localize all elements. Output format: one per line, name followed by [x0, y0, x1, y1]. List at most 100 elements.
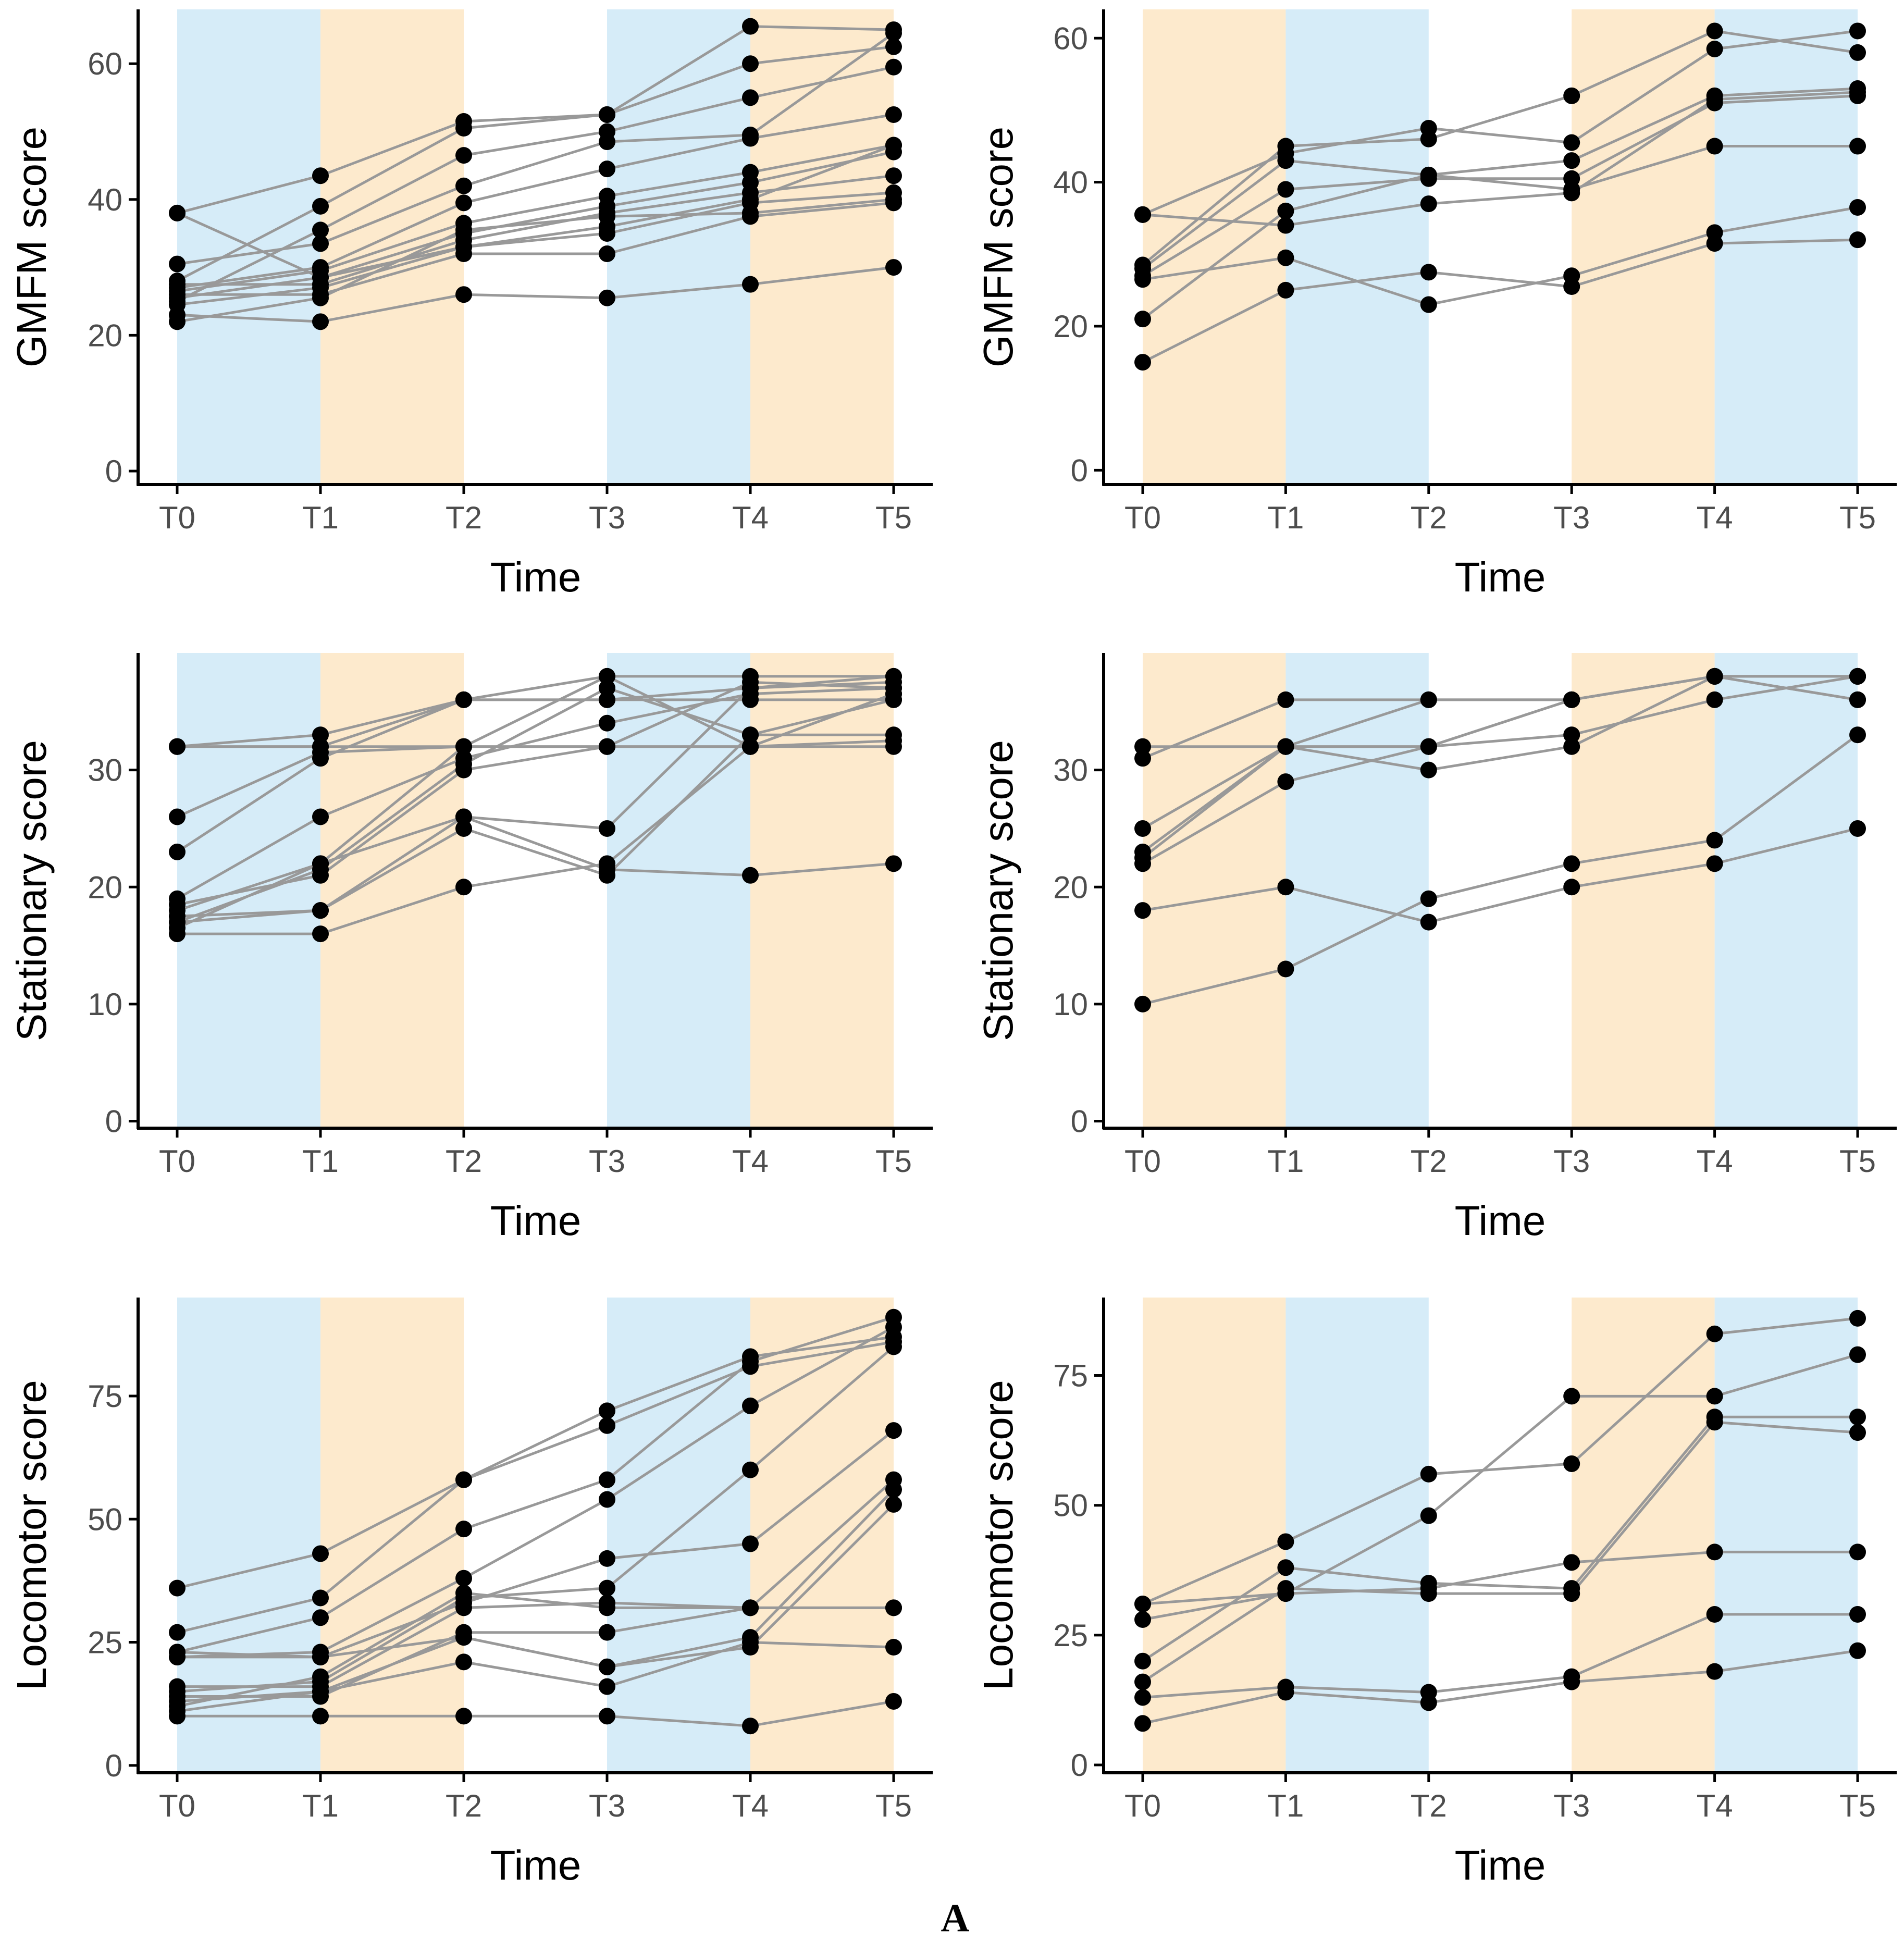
data-point — [455, 239, 472, 255]
data-point — [885, 855, 902, 872]
data-point — [599, 1550, 615, 1567]
phase-band-orange — [1143, 1298, 1286, 1773]
data-point — [1277, 1533, 1294, 1550]
y-tick-label: 50 — [88, 1502, 122, 1537]
y-axis-title: GMFM score — [975, 127, 1021, 367]
data-point — [742, 1599, 759, 1616]
data-point — [169, 1579, 186, 1597]
data-point — [1134, 1652, 1151, 1670]
data-point — [312, 808, 329, 825]
data-point — [169, 306, 186, 324]
data-point — [1277, 879, 1294, 896]
data-point — [312, 1545, 329, 1562]
data-point — [1420, 1507, 1437, 1524]
y-tick-label: 10 — [88, 987, 122, 1022]
data-point — [599, 245, 615, 263]
data-point — [455, 879, 472, 896]
data-point — [312, 167, 329, 184]
data-point — [885, 1318, 902, 1336]
data-point — [1706, 1325, 1723, 1342]
data-point — [1849, 820, 1866, 837]
chart-panel-gmfm-group-a: 0 20 40 60 T0 T1 T2 T3 T4 T5 Time GMFM score — [8, 9, 933, 600]
series-line-p13 — [177, 681, 894, 748]
data-point — [599, 1678, 615, 1695]
x-tick-label: T4 — [732, 500, 769, 535]
data-point — [169, 204, 186, 221]
series-line-p10 — [177, 201, 894, 296]
y-tick-label: 30 — [1053, 753, 1088, 788]
x-tick-label: T1 — [1267, 1144, 1304, 1179]
data-point — [169, 843, 186, 860]
data-point — [885, 38, 902, 55]
data-point — [599, 106, 615, 123]
data-point — [1134, 1611, 1151, 1628]
data-point — [1563, 87, 1580, 104]
data-point — [599, 218, 615, 235]
series-line-p2 — [176, 25, 894, 282]
data-point — [312, 902, 329, 919]
series-line-p5 — [176, 686, 894, 900]
data-point — [169, 1644, 186, 1661]
y-tick-label: 0 — [1071, 1748, 1088, 1783]
data-point — [1849, 1642, 1866, 1659]
data-point — [1849, 1424, 1866, 1441]
data-point — [742, 191, 759, 208]
series-line-p7 — [1142, 1649, 1858, 1725]
data-point — [742, 1535, 759, 1552]
y-tick-label: 0 — [1071, 453, 1088, 488]
data-point — [1849, 231, 1866, 249]
data-point — [312, 1683, 329, 1700]
series-line-p7 — [1142, 206, 1858, 306]
x-tick-label: T1 — [302, 1788, 339, 1823]
series-line-p11 — [176, 816, 894, 930]
data-point — [1134, 311, 1151, 328]
data-point — [885, 137, 902, 154]
data-point — [455, 691, 472, 708]
series-line-p11 — [177, 198, 894, 323]
data-point — [742, 18, 759, 35]
series-line-p13 — [177, 1503, 895, 1669]
data-point — [599, 133, 615, 151]
data-point — [455, 177, 472, 194]
data-point — [169, 896, 186, 913]
data-point — [742, 89, 759, 106]
series-line-p6 — [1142, 675, 1858, 859]
data-point — [312, 738, 329, 755]
data-point — [1563, 855, 1580, 872]
x-tick-label: T0 — [159, 500, 195, 535]
data-point — [1420, 264, 1437, 281]
data-point — [1277, 138, 1294, 155]
data-point — [1277, 773, 1294, 791]
series-line-p3 — [1142, 1415, 1858, 1662]
y-tick-label: 25 — [88, 1625, 122, 1660]
chart-panel-locomotor-group-a: 0 25 50 75 T0 T1 T2 T3 T4 T5 Time Locomotor score — [8, 1298, 933, 1888]
data-point — [599, 714, 615, 732]
data-point — [1277, 217, 1294, 234]
data-point — [1277, 152, 1294, 169]
data-point — [1420, 195, 1437, 213]
data-point — [742, 276, 759, 293]
data-point — [1563, 738, 1580, 755]
series-line-p4 — [1142, 1421, 1858, 1683]
data-point — [1277, 202, 1294, 219]
data-point — [742, 130, 759, 147]
phase-band-orange — [750, 9, 894, 485]
data-point — [1706, 22, 1723, 40]
x-tick-label: T3 — [1553, 500, 1590, 535]
data-point — [1706, 138, 1723, 155]
data-point — [312, 1648, 329, 1665]
x-tick-label: T0 — [159, 1788, 195, 1823]
data-point — [599, 738, 615, 755]
y-tick-label: 30 — [88, 753, 122, 788]
series-line-p12 — [177, 693, 894, 935]
x-tick-label: T2 — [446, 1788, 482, 1823]
x-axis-title: Time — [1455, 1197, 1546, 1244]
data-point — [885, 1693, 902, 1710]
x-tick-label: T3 — [589, 1788, 625, 1823]
data-point — [169, 1624, 186, 1641]
data-point — [599, 1417, 615, 1434]
data-point — [1420, 738, 1437, 755]
series-line-p8 — [1142, 238, 1858, 364]
series-line-p7 — [177, 686, 894, 924]
data-point — [169, 1708, 186, 1725]
